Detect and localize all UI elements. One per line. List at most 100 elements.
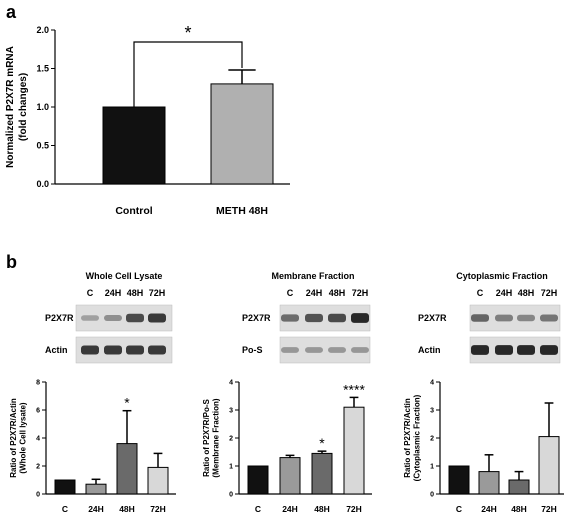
blot-band [148,345,166,355]
bar-72h [538,436,560,495]
lane-label: C [287,288,294,298]
category-label: C [62,504,68,513]
y-axis-label-line: (Whole Cell lysate) [19,402,28,473]
bar-72h [343,406,365,495]
bar-72h [147,466,169,495]
blot-band [495,314,513,322]
blot-row-label: Actin [45,345,68,355]
blot-band [517,345,535,355]
blot-band [281,347,299,353]
lane-label: 72H [352,288,369,298]
lane-label: C [87,288,94,298]
bar-24h [85,483,107,495]
y-tick-label: 2.0 [36,25,49,35]
y-axis-label: Normalized P2X7R mRNA (fold changes) [5,46,29,168]
blot-band [305,347,323,353]
category-label: 48H [314,504,330,513]
y-tick-label: 4 [430,379,434,386]
blot-band [351,347,369,353]
blot-cytoplasmic-fraction: Cytoplasmic Fraction C 24H 48H 72H P2X7R Actin [418,271,561,364]
bar-c [54,479,76,495]
bar-48h [116,443,138,495]
lane-label: 48H [518,288,535,298]
blot-band [148,313,166,323]
y-axis-label: Ratio of P2X7R/Actin(Cytoplasmic Fractio… [403,394,422,481]
category-label: C [255,504,261,513]
blot-band [540,345,558,355]
blot-band [81,315,99,321]
blot-band [104,345,122,355]
category-label: 72H [346,504,362,513]
blot-band [351,313,369,323]
y-axis-label-line: Ratio of P2X7R/Po-S [202,398,211,476]
lane-label: 48H [329,288,346,298]
bar-c [247,465,269,495]
y-axis-label-line: (fold changes) [18,73,29,141]
blot-row-label: Actin [418,345,441,355]
lane-label: 48H [127,288,144,298]
y-tick-label: 3 [229,407,233,414]
y-tick-label: 2 [229,435,233,442]
y-tick-label: 0 [229,491,233,498]
blot-title: Membrane Fraction [271,271,354,281]
y-tick-label: 6 [36,407,40,414]
category-label: 72H [150,504,166,513]
blot-row-label: P2X7R [242,313,271,323]
bar-24h [279,457,301,495]
panel-letter-a: a [6,2,17,22]
y-axis-label: Ratio of P2X7R/Po-S(Membrane Fraction) [202,398,221,477]
blot-band [281,314,299,322]
lane-label: 24H [105,288,122,298]
category-label: 24H [88,504,104,513]
blot-membrane-fraction: Membrane Fraction C 24H 48H 72H P2X7R Po-S [242,271,371,364]
lane-label: C [477,288,484,298]
blot-row-label: P2X7R [45,313,74,323]
significance-bracket [133,41,243,107]
category-label: 24H [481,504,497,513]
lane-label: 24H [496,288,513,298]
bar-48h [508,479,530,495]
blot-band [328,347,346,353]
chart-b-cytoplasmic: 0 1 2 3 4 Ratio of P2X7R/Actin(Cytoplasmic Fr… [403,379,564,513]
blot-band [517,314,535,322]
blot-whole-cell-lysate: Whole Cell Lysate C 24H 48H 72H P2X7R Actin [45,271,173,364]
blot-band [495,345,513,355]
y-tick-label: 0.5 [36,141,49,151]
chart-a: 0.0 0.5 1.0 1.5 2.0 Normalized P2X7R mRNA (fol… [5,23,290,217]
category-label: 48H [119,504,135,513]
y-tick-label: 0 [36,491,40,498]
significance-star: **** [343,381,365,397]
blot-row-label: P2X7R [418,313,447,323]
y-tick-label: 0 [430,491,434,498]
blot-band [471,345,489,355]
category-label: 72H [541,504,557,513]
y-tick-label: 1 [430,463,434,470]
y-tick-label: 2 [36,463,40,470]
blots-layer: Whole Cell Lysate C 24H 48H 72H P2X7R Actin Mem… [45,271,561,364]
bar-meth-48h [210,83,274,185]
bar-48h [311,452,333,495]
blot-band [104,314,122,322]
chart-b-whole-cell: 0 2 4 6 8 Ratio of P2X7R/Actin(Whole Cell lys… [9,379,176,513]
blot-title: Cytoplasmic Fraction [456,271,548,281]
y-axis-label-line: Ratio of P2X7R/Actin [9,398,18,478]
blot-title: Whole Cell Lysate [86,271,163,281]
blot-band [471,314,489,322]
y-tick-label: 0.0 [36,179,49,189]
panel-letter-b: b [6,252,17,272]
bar-c [448,465,470,495]
y-tick-label: 2 [430,435,434,442]
significance-star: * [319,435,325,451]
chart-b-membrane: 0 1 2 3 4 Ratio of P2X7R/Po-S(Membrane Fracti… [202,379,372,513]
category-label: Control [115,205,152,217]
y-tick-label: 1 [229,463,233,470]
category-label: C [456,504,462,513]
lane-label: 72H [541,288,558,298]
lane-label: 72H [149,288,166,298]
y-tick-label: 1.0 [36,102,49,112]
y-axis-label-line: (Cytoplasmic Fraction) [413,394,422,481]
y-tick-label: 4 [36,435,40,442]
category-label: METH 48H [216,205,268,217]
bar-control [102,106,166,185]
category-label: 48H [511,504,527,513]
